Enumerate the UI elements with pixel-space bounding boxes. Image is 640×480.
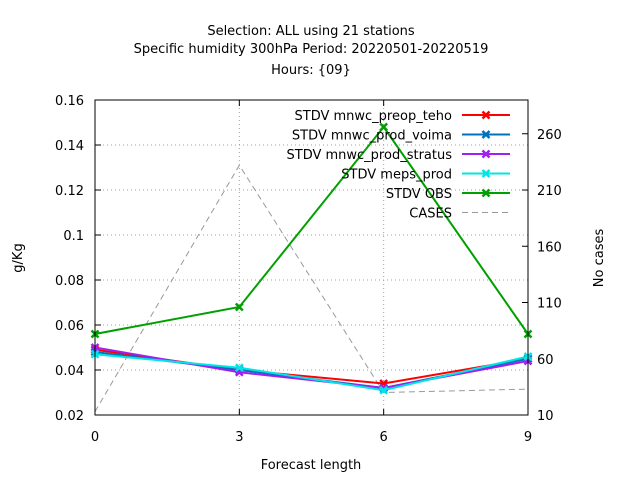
x-tick-label: 6 bbox=[380, 430, 388, 445]
x-tick-label: 9 bbox=[524, 430, 532, 445]
legend-marker bbox=[481, 149, 491, 159]
y-tick-label: 0.12 bbox=[55, 184, 84, 199]
x-tick-label: 0 bbox=[91, 430, 99, 445]
series-line bbox=[94, 353, 529, 392]
data-point bbox=[379, 122, 389, 132]
legend-label: STDV meps_prod bbox=[341, 168, 452, 183]
y-tick-label: 0.06 bbox=[55, 319, 84, 334]
y-tick-label: 0.08 bbox=[55, 274, 84, 289]
series-line bbox=[94, 125, 529, 335]
y2-tick-label: 10 bbox=[537, 409, 554, 424]
y2-tick-label: 110 bbox=[537, 297, 562, 312]
data-point bbox=[234, 363, 244, 373]
plot-frame bbox=[94, 99, 529, 416]
series-line bbox=[94, 164, 529, 412]
x-tick-label: 3 bbox=[235, 430, 243, 445]
legend: STDV mnwc_preop_teho STDV mnwc_prod_voima… bbox=[287, 109, 510, 222]
legend-label: STDV mnwc_prod_stratus bbox=[287, 148, 453, 163]
legend-marker bbox=[481, 169, 491, 178]
series-line bbox=[94, 346, 529, 390]
legend-marker bbox=[481, 110, 491, 120]
y2-tick-label: 210 bbox=[537, 184, 562, 199]
data-point bbox=[234, 302, 244, 312]
title-line-1: Selection: ALL using 21 stations bbox=[207, 24, 415, 39]
legend-marker bbox=[481, 188, 491, 198]
legend-label: STDV OBS bbox=[386, 187, 452, 202]
y2-tick-label: 260 bbox=[537, 128, 562, 143]
y-tick-label: 0.14 bbox=[55, 139, 84, 154]
chart-title: Selection: ALL using 21 stations Specifi… bbox=[134, 24, 489, 78]
title-line-3: Hours: {09} bbox=[271, 63, 351, 78]
title-line-2: Specific humidity 300hPa Period: 2022050… bbox=[134, 42, 489, 57]
y-axis-label: g/Kg bbox=[11, 243, 26, 272]
y-tick-label: 0.04 bbox=[55, 364, 84, 379]
grid bbox=[95, 100, 528, 415]
y-tick-label: 0.16 bbox=[55, 94, 84, 109]
series-group bbox=[90, 122, 533, 412]
y2-tick-label: 60 bbox=[537, 353, 554, 368]
legend-marker bbox=[481, 130, 491, 139]
data-point bbox=[379, 385, 389, 395]
legend-label: CASES bbox=[409, 207, 452, 222]
y2-tick-label: 160 bbox=[537, 240, 562, 255]
legend-label: STDV mnwc_prod_voima bbox=[292, 129, 452, 144]
y-tick-label: 0.1 bbox=[63, 229, 84, 244]
y-tick-label: 0.02 bbox=[55, 409, 84, 424]
y2-axis-label: No cases bbox=[592, 229, 607, 288]
x-axis-label: Forecast length bbox=[261, 458, 362, 473]
legend-label: STDV mnwc_preop_teho bbox=[295, 109, 453, 124]
axis-ticks: 0 3 6 9 0.02 0.04 0.06 0.08 0.1 0.12 0.14 0.16 10 60 1… bbox=[55, 94, 562, 445]
